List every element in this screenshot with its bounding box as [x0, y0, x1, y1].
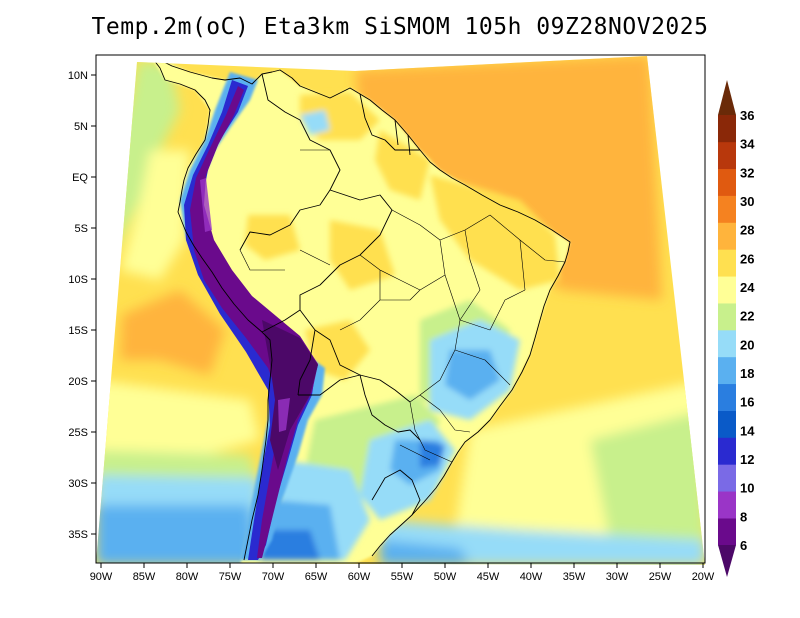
south-atlantic-cool [590, 410, 705, 540]
colorbar-label: 10 [740, 481, 754, 496]
colorbar-segment [718, 141, 736, 170]
colorbar-label: 30 [740, 194, 754, 209]
atlantic-warm-pool [355, 56, 662, 300]
amazon-warm-patch [245, 215, 300, 260]
lat-label: 25S [68, 427, 88, 439]
lon-label: 20W [692, 571, 715, 583]
uruguay-border [371, 469, 421, 516]
colorbar-label: 8 [740, 509, 747, 524]
lat-label: EQ [72, 172, 88, 184]
colorbar-segment [718, 410, 736, 438]
north-brazil-warm [330, 220, 395, 290]
colorbar-label: 18 [740, 366, 754, 381]
andes-magenta-streak [200, 178, 290, 432]
lat-label: 15S [68, 325, 88, 337]
serra-colder [420, 440, 445, 468]
colorbar-segment [718, 222, 736, 250]
temperature-field [96, 56, 705, 565]
lat-label: 10N [68, 70, 88, 82]
lon-label: 85W [133, 571, 156, 583]
continent-temperature-field [150, 56, 570, 565]
colorbar-segment [718, 491, 736, 519]
lon-label: 50W [434, 571, 457, 583]
colorbar: 6 8 10 12 14 16 18 20 22 24 26 28 30 32 34 36 [718, 80, 755, 577]
lat-label: 5S [75, 223, 88, 235]
colorbar-label: 28 [740, 223, 754, 238]
colorbar-segment [718, 464, 736, 492]
colorbar-segment [718, 437, 736, 465]
colorbar-segment [718, 330, 736, 358]
political-borders [149, 56, 571, 561]
colorbar-segment [718, 115, 736, 143]
bolivia-paraguay-border [261, 309, 316, 396]
lon-label: 35W [563, 571, 586, 583]
map-title: Temp.2m(oC) Eta3km SiSMOM 105h 09Z28NOV2… [91, 14, 709, 40]
colorbar-label: 6 [740, 538, 747, 553]
highlands-cold [445, 350, 500, 400]
lon-label: 70W [262, 571, 285, 583]
colorbar-low-arrow [718, 545, 736, 577]
continent-base [150, 56, 570, 565]
colorbar-segment [718, 249, 736, 277]
argentine-shelf-cold [380, 540, 470, 565]
andes-cordillera [180, 72, 325, 560]
lat-label: 20S [68, 376, 88, 388]
lon-label: 75W [219, 571, 242, 583]
chaco-warm-patch [305, 320, 370, 380]
lon-label: 25W [649, 571, 672, 583]
national-borders [239, 73, 341, 251]
lat-label: 35S [68, 529, 88, 541]
lon-label: 55W [391, 571, 414, 583]
lon-label: 45W [477, 571, 500, 583]
latitude-axis [91, 74, 96, 535]
south-pacific-colder [96, 505, 255, 565]
colorbar-segment [718, 518, 736, 546]
altiplano-core [262, 320, 318, 470]
colorbar-label: 34 [740, 137, 755, 152]
colorbar-label: 16 [740, 395, 754, 410]
pacific-warm-patch [120, 290, 225, 375]
guiana-warm-patch [375, 130, 430, 200]
colorbar-label: 22 [740, 309, 754, 324]
colorbar-segment [718, 356, 736, 385]
colorbar-high-arrow [718, 80, 736, 115]
map-frame [95, 54, 706, 564]
south-pacific-mild [96, 380, 260, 470]
northeast-warm-patch [430, 175, 560, 290]
brazil-state-borders [239, 149, 566, 463]
colorbar-segment [718, 303, 736, 331]
lat-label: 30S [68, 478, 88, 490]
colorbar-segment [718, 276, 736, 304]
lat-label: 5N [74, 121, 88, 133]
lon-label: 40W [520, 571, 543, 583]
colorbar-segment [718, 383, 736, 411]
colorbar-segment [718, 168, 736, 196]
colorbar-label: 24 [740, 280, 755, 295]
longitude-labels: 90W 85W 80W 75W 70W 65W 60W 55W 50W 45W … [90, 571, 715, 583]
lon-label: 65W [305, 571, 328, 583]
lon-label: 60W [348, 571, 371, 583]
colorbar-label: 12 [740, 452, 754, 467]
lat-label: 10S [68, 274, 88, 286]
colorbar-segment [718, 195, 736, 223]
lon-label: 80W [176, 571, 199, 583]
latitude-labels: 10N 5N EQ 5S 10S 15S 20S 25S 30S 35S [68, 70, 89, 541]
brazil-western-border [299, 189, 411, 403]
guiana-highlands-cool [300, 110, 330, 135]
colorbar-label: 26 [740, 251, 754, 266]
colorbar-label: 36 [740, 108, 754, 123]
lon-label: 90W [90, 571, 113, 583]
coastline [149, 56, 571, 557]
patagonia-colder [260, 530, 320, 560]
colorbar-label: 20 [740, 337, 754, 352]
pacific-coastline [149, 56, 273, 561]
pacific-mild-strip [120, 150, 190, 280]
colorbar-label: 32 [740, 165, 754, 180]
guianas-borders [359, 93, 420, 156]
lon-label: 30W [606, 571, 629, 583]
colorbar-label: 14 [740, 423, 755, 438]
longitude-axis [100, 563, 704, 568]
argentina-border [298, 374, 421, 441]
